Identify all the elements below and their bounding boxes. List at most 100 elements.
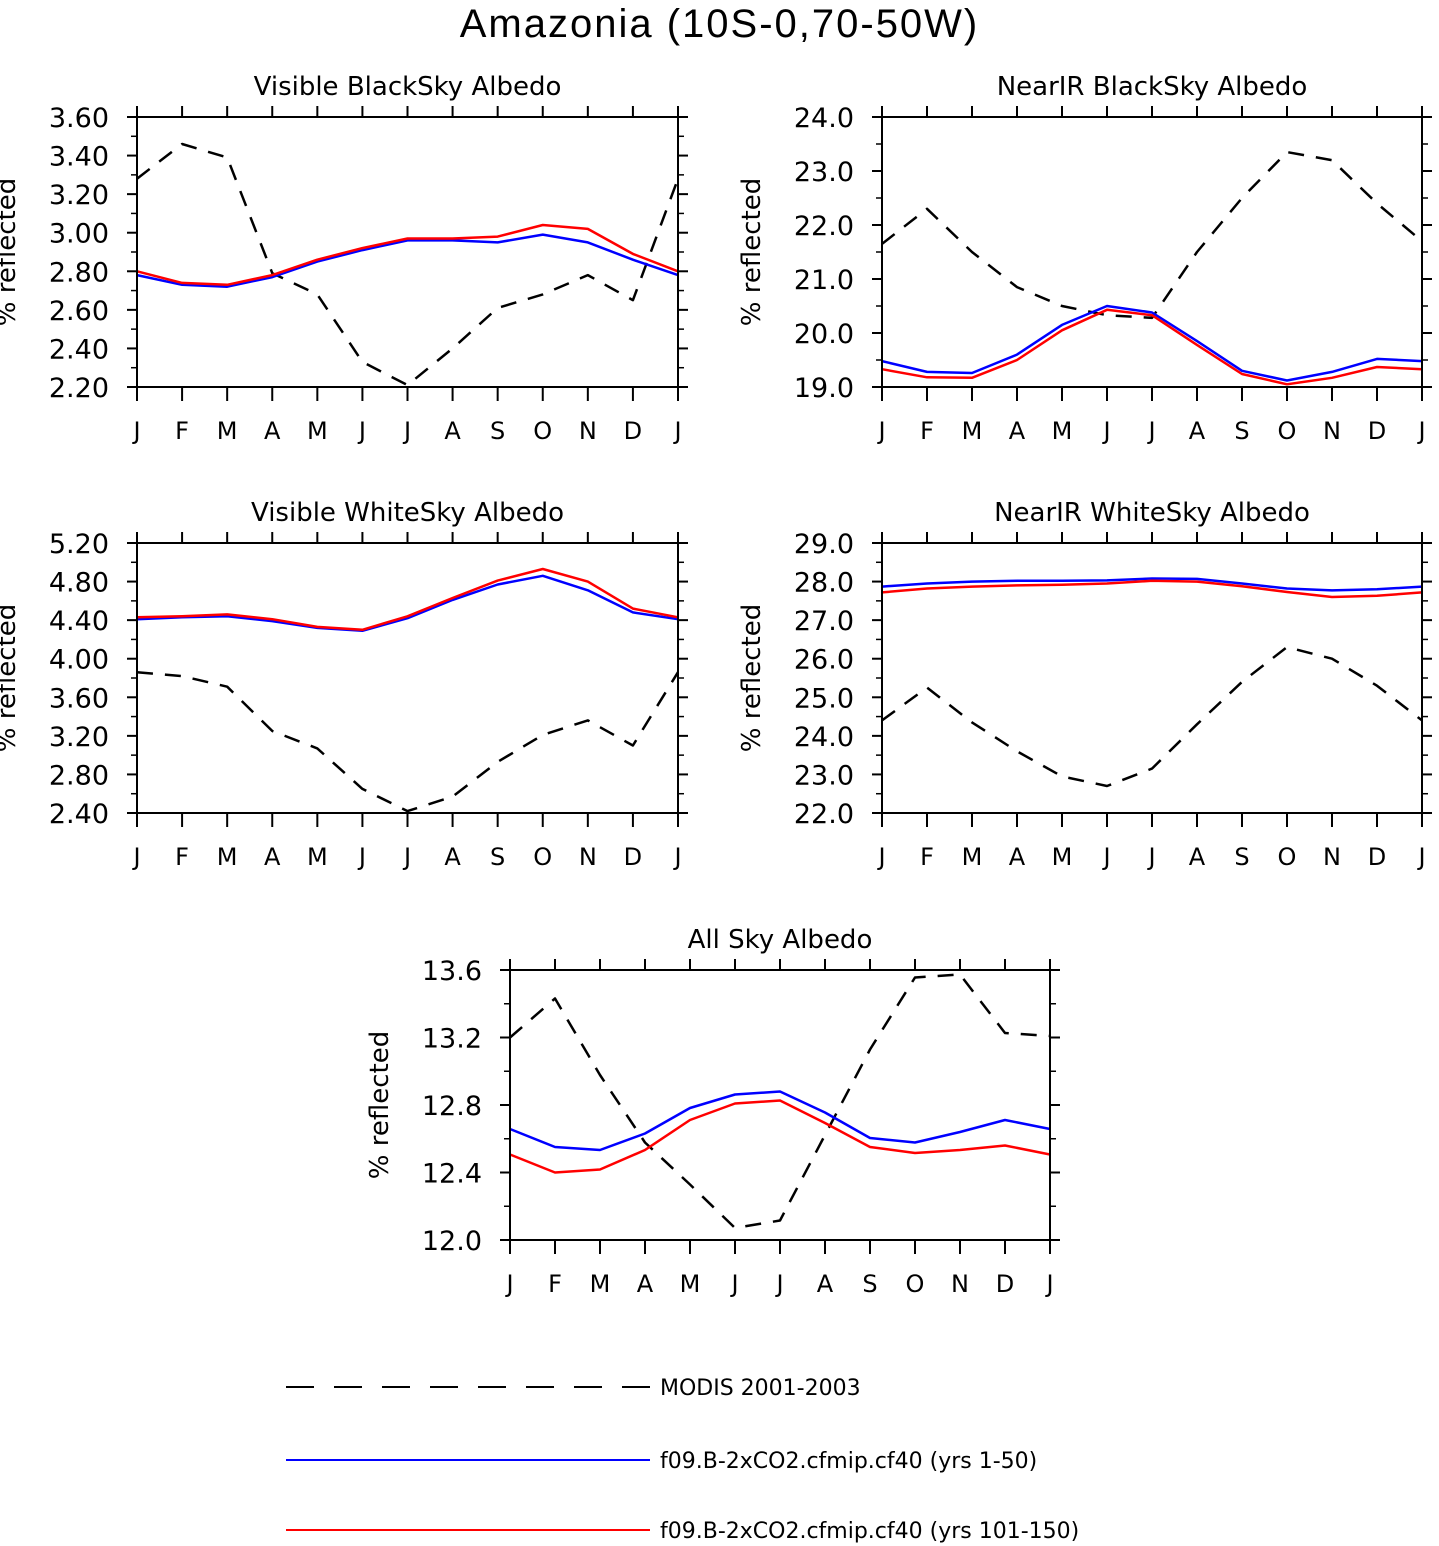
series-line-3: [136, 223, 679, 287]
y-tick-label: 13.6: [422, 956, 482, 987]
x-tick-label: J: [131, 843, 140, 871]
y-tick-label: 3.40: [49, 142, 109, 173]
x-tick-label: F: [548, 1270, 562, 1298]
y-tick-label: 2.80: [49, 760, 109, 791]
y-tick-label: 5.20: [49, 529, 109, 560]
legend-label-1: MODIS 2001-2003: [660, 1376, 861, 1401]
x-tick-label: J: [1044, 1270, 1053, 1298]
y-tick-label: 28.0: [794, 568, 854, 599]
x-tick-label: N: [951, 1270, 969, 1298]
y-tick-label: 2.20: [49, 373, 109, 404]
y-tick-label: 2.80: [49, 257, 109, 288]
y-tick-label: 25.0: [794, 683, 854, 714]
y-tick-label: 26.0: [794, 645, 854, 676]
plot-frame: [881, 116, 1423, 388]
x-tick-label: A: [1009, 417, 1026, 445]
x-tick-label: A: [444, 843, 461, 871]
x-tick-label: J: [876, 843, 885, 871]
x-tick-label: A: [264, 843, 281, 871]
x-tick-label: A: [264, 417, 281, 445]
x-tick-label: J: [1101, 843, 1110, 871]
y-tick-label: 20.0: [794, 319, 854, 350]
x-tick-label: A: [444, 417, 461, 445]
chart-panel-3: Visible WhiteSky Albedo% reflectedJFMAMJ…: [0, 498, 688, 871]
series-line-2: [136, 574, 679, 633]
x-tick-label: J: [774, 1270, 783, 1298]
y-axis-label: % reflected: [0, 604, 22, 752]
y-tick-label: 2.40: [49, 799, 109, 830]
x-tick-label: D: [1368, 417, 1386, 445]
y-tick-label: 3.60: [49, 103, 109, 134]
x-tick-label: N: [1323, 417, 1341, 445]
y-tick-label: 3.60: [49, 683, 109, 714]
x-tick-label: O: [533, 843, 552, 871]
x-tick-label: A: [817, 1270, 834, 1298]
y-tick-label: 27.0: [794, 606, 854, 637]
chart-title: Visible WhiteSky Albedo: [251, 498, 564, 528]
y-tick-label: 21.0: [794, 265, 854, 296]
x-tick-label: S: [1234, 843, 1249, 871]
y-tick-label: 12.0: [422, 1226, 482, 1257]
x-tick-label: D: [996, 1270, 1014, 1298]
x-tick-label: N: [579, 417, 597, 445]
x-tick-label: F: [920, 417, 934, 445]
y-tick-label: 22.0: [794, 799, 854, 830]
x-tick-label: J: [402, 417, 411, 445]
x-tick-label: D: [624, 417, 642, 445]
x-tick-label: M: [590, 1270, 611, 1298]
series-line-3: [881, 308, 1423, 386]
x-tick-label: S: [1234, 417, 1249, 445]
chart-title: NearIR WhiteSky Albedo: [994, 498, 1310, 528]
y-tick-label: 23.0: [794, 157, 854, 188]
y-tick-label: 4.00: [49, 645, 109, 676]
plot-frame: [136, 116, 679, 388]
page-title: Amazonia (10S-0,70-50W): [459, 2, 980, 46]
x-tick-label: M: [680, 1270, 701, 1298]
series-line-1: [136, 670, 680, 813]
legend: MODIS 2001-2003 f09.B-2xCO2.cfmip.cf40 (y…: [286, 1376, 1079, 1544]
x-tick-label: J: [672, 843, 681, 871]
x-tick-label: M: [1052, 417, 1073, 445]
x-tick-label: N: [579, 843, 597, 871]
x-tick-label: S: [862, 1270, 877, 1298]
series-line-3: [509, 1099, 1051, 1174]
x-tick-label: M: [307, 843, 328, 871]
y-tick-label: 24.0: [794, 722, 854, 753]
y-tick-label: 12.4: [422, 1159, 482, 1190]
x-tick-label: J: [357, 417, 366, 445]
x-tick-label: A: [1189, 417, 1206, 445]
y-axis-label: % reflected: [737, 604, 767, 752]
y-tick-label: 3.20: [49, 180, 109, 211]
x-tick-label: D: [1368, 843, 1386, 871]
y-axis-label: % reflected: [365, 1031, 395, 1179]
y-tick-label: 24.0: [794, 103, 854, 134]
y-tick-label: 23.0: [794, 760, 854, 791]
y-tick-label: 4.40: [49, 606, 109, 637]
plot-frame: [509, 969, 1051, 1241]
x-tick-label: A: [1009, 843, 1026, 871]
x-tick-label: M: [1052, 843, 1073, 871]
y-axis-label: % reflected: [0, 178, 22, 326]
x-tick-label: M: [962, 843, 983, 871]
y-tick-label: 2.60: [49, 296, 109, 327]
x-tick-label: J: [1101, 417, 1110, 445]
x-tick-label: M: [217, 417, 238, 445]
x-tick-label: J: [1416, 417, 1425, 445]
x-tick-label: O: [533, 417, 552, 445]
chart-panel-1: Visible BlackSky Albedo% reflectedJFMAMJ…: [0, 72, 688, 445]
legend-label-3: f09.B-2xCO2.cfmip.cf40 (yrs 101-150): [660, 1519, 1079, 1544]
series-line-1: [881, 645, 1423, 788]
y-tick-label: 3.00: [49, 219, 109, 250]
series-line-2: [136, 233, 679, 288]
y-tick-label: 12.8: [422, 1091, 482, 1122]
y-tick-label: 13.2: [422, 1024, 482, 1055]
plot-frame: [136, 542, 679, 814]
chart-title: All Sky Albedo: [688, 925, 873, 955]
x-tick-label: M: [962, 417, 983, 445]
legend-label-2: f09.B-2xCO2.cfmip.cf40 (yrs 1-50): [660, 1449, 1037, 1474]
x-tick-label: F: [175, 843, 189, 871]
